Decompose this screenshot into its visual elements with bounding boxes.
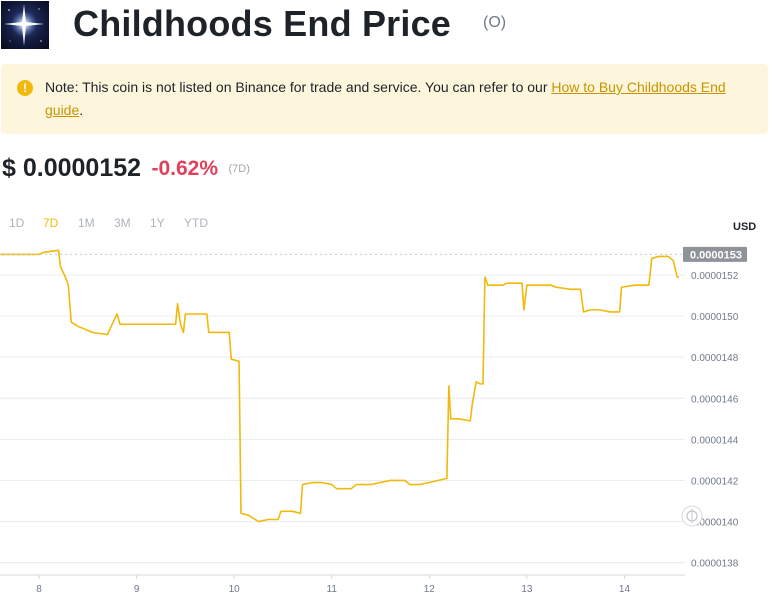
y-tick-label: 0.0000148	[691, 353, 739, 364]
y-tick-label: 0.0000138	[691, 559, 739, 570]
header: Childhoods End Price (O)	[0, 0, 783, 52]
notice-banner: ! Note: This coin is not listed on Binan…	[1, 64, 768, 134]
price-change: -0.62%	[151, 156, 219, 180]
x-axis: 8 9 10 11 12 13 14	[0, 574, 685, 595]
y-tick-label: 0.0000142	[691, 476, 739, 487]
tab-ytd[interactable]: YTD	[184, 216, 208, 230]
y-tick-label: 0.0000150	[691, 312, 739, 323]
star-logo-graphic	[4, 4, 44, 46]
currency-label: USD	[733, 221, 757, 233]
price-value: $ 0.0000152	[2, 154, 142, 182]
price-period: (7D)	[228, 162, 250, 175]
chart-grid	[0, 274, 685, 564]
coin-symbol: (O)	[483, 14, 507, 31]
price-row: $ 0.0000152 -0.62% (7D)	[2, 154, 250, 188]
notice-message: Note: This coin is not listed on Binance…	[45, 79, 552, 95]
y-tick-label: 0.0000144	[691, 435, 739, 446]
tab-1d[interactable]: 1D	[9, 216, 25, 230]
tab-1m[interactable]: 1M	[78, 216, 95, 230]
y-tick-label: 0.0000152	[691, 271, 739, 282]
y-tick-label: 0.0000140	[691, 518, 739, 529]
crosshair-icon[interactable]	[681, 505, 703, 527]
x-tick-label: 11	[327, 584, 338, 595]
x-tick-label: 12	[424, 584, 436, 595]
tab-7d[interactable]: 7D	[43, 216, 59, 230]
tab-1y[interactable]: 1Y	[150, 216, 165, 230]
notice-suffix: .	[79, 102, 84, 118]
x-tick-label: 9	[134, 584, 140, 595]
tab-3m[interactable]: 3M	[114, 216, 131, 230]
x-tick-label: 10	[229, 584, 241, 595]
current-price-label: 0.0000153	[690, 249, 742, 261]
price-chart[interactable]: 0.0000138 0.0000140 0.0000142 0.0000144 0.00…	[0, 240, 783, 599]
page-title: Childhoods End Price	[73, 3, 452, 44]
exclamation-icon: !	[17, 80, 33, 96]
notice-text: Note: This coin is not listed on Binance…	[45, 76, 745, 122]
y-tick-label: 0.0000146	[691, 394, 739, 405]
x-tick-label: 14	[619, 584, 631, 595]
x-tick-label: 8	[36, 584, 42, 595]
x-tick-label: 13	[521, 584, 533, 595]
star-logo-icon	[1, 1, 49, 49]
y-axis: 0.0000138 0.0000140 0.0000142 0.0000144 0.00…	[691, 271, 739, 570]
price-series-line	[0, 249, 680, 523]
how-to-buy-link[interactable]: How to Buy Childhoods End guide	[45, 79, 726, 118]
current-price-tag: 0.0000153	[683, 246, 747, 262]
